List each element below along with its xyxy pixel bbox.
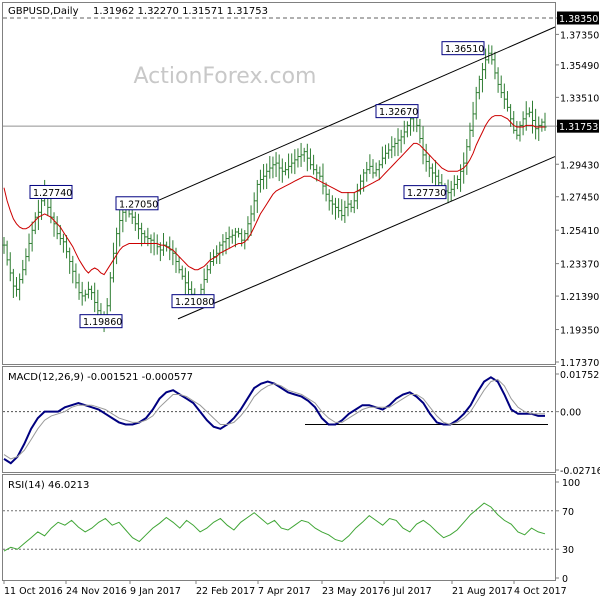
price-tick-label: 1.25410 xyxy=(560,226,599,237)
top-price-label-box xyxy=(557,11,599,25)
price-axis: 1.38350 1.37350 1.35490 1.33510 1.31753 1.294… xyxy=(555,11,599,369)
watermark: ActionForex.com xyxy=(134,64,317,89)
rsi-title: RSI(14) 46.0213 xyxy=(8,480,89,491)
macd-tick-label: 0.00 xyxy=(560,408,581,419)
price-annotation-label: 1.32670 xyxy=(379,107,418,118)
macd-tick-label: 0.017521 xyxy=(560,370,600,381)
date-tick-label: 6 Jul 2017 xyxy=(384,586,432,597)
price-annotation-box xyxy=(79,314,123,329)
price-bars xyxy=(2,44,547,333)
price-annotation-box xyxy=(403,185,447,200)
macd-title: MACD(12,26,9) -0.001521 -0.000577 xyxy=(8,372,193,383)
price-tick-label: 1.33510 xyxy=(560,93,599,104)
price-annotations: 1.27740 1.19860 1.27050 1.21080 1.32670 1.277… xyxy=(29,41,485,329)
price-tick-label: 1.35490 xyxy=(560,61,599,72)
date-axis: 11 Oct 2016 24 Nov 2016 9 Jan 2017 22 Feb 2… xyxy=(3,580,567,597)
current-price-label: 1.31753 xyxy=(559,122,598,133)
price-annotation-box xyxy=(441,41,485,56)
macd-axis: 0.017521 0.00 -0.027169 xyxy=(555,370,600,477)
symbol-title: GBPUSD,Daily xyxy=(8,6,79,17)
top-price-label: 1.38350 xyxy=(559,14,598,25)
price-tick-label: 1.17370 xyxy=(560,358,599,369)
date-tick-label: 11 Oct 2016 xyxy=(4,586,63,597)
rsi-line xyxy=(3,502,546,552)
price-tick-label: 1.21390 xyxy=(560,292,599,303)
price-annotation-box xyxy=(375,104,419,119)
price-tick-label: 1.19350 xyxy=(560,326,599,337)
price-annotation-label: 1.27050 xyxy=(119,199,158,210)
price-annotation-label: 1.36510 xyxy=(445,44,484,55)
current-price-label-box xyxy=(557,119,599,133)
date-tick-label: 23 May 2017 xyxy=(322,586,384,597)
rsi-tick-label: 100 xyxy=(562,478,580,489)
price-tick-label: 1.23370 xyxy=(560,260,599,271)
price-annotation-box xyxy=(115,196,159,211)
macd-panel-frame xyxy=(2,366,556,473)
price-tick-label: 1.37350 xyxy=(560,30,599,41)
price-annotation-label: 1.27730 xyxy=(407,188,446,199)
price-annotation-box xyxy=(29,184,73,199)
price-gridlines xyxy=(3,17,555,127)
date-tick-label: 24 Nov 2016 xyxy=(66,586,127,597)
date-tick-label: 7 Apr 2017 xyxy=(258,586,311,597)
price-panel-frame xyxy=(2,2,556,365)
rsi-axis: 100 70 30 0 xyxy=(555,478,580,585)
rsi-tick-label: 30 xyxy=(562,545,574,556)
date-tick-label: 4 Oct 2017 xyxy=(514,586,567,597)
price-annotation-label: 1.19860 xyxy=(83,317,122,328)
date-tick-label: 21 Aug 2017 xyxy=(452,586,513,597)
channel-upper-line xyxy=(149,26,556,205)
date-tick-label: 22 Feb 2017 xyxy=(196,586,255,597)
moving-average-line xyxy=(3,115,545,276)
channel-lower-line xyxy=(177,156,556,320)
price-annotation-label: 1.27740 xyxy=(33,188,72,199)
ohlc-values: 1.31962 1.32270 1.31571 1.31753 xyxy=(93,6,268,17)
rsi-tick-label: 70 xyxy=(562,507,574,518)
rsi-plot xyxy=(3,502,555,552)
rsi-panel-frame xyxy=(2,474,556,581)
rsi-tick-label: 0 xyxy=(562,574,568,585)
price-tick-label: 1.29430 xyxy=(560,160,599,171)
date-tick-label: 9 Jan 2017 xyxy=(130,586,181,597)
macd-plot xyxy=(3,376,555,465)
price-tick-label: 1.27450 xyxy=(560,193,599,204)
macd-signal-line xyxy=(3,378,545,460)
macd-line xyxy=(3,376,545,465)
price-annotation-box xyxy=(171,294,215,309)
macd-tick-label: -0.027169 xyxy=(560,466,600,477)
price-annotation-label: 1.21080 xyxy=(175,297,214,308)
price-overlays xyxy=(3,26,556,320)
